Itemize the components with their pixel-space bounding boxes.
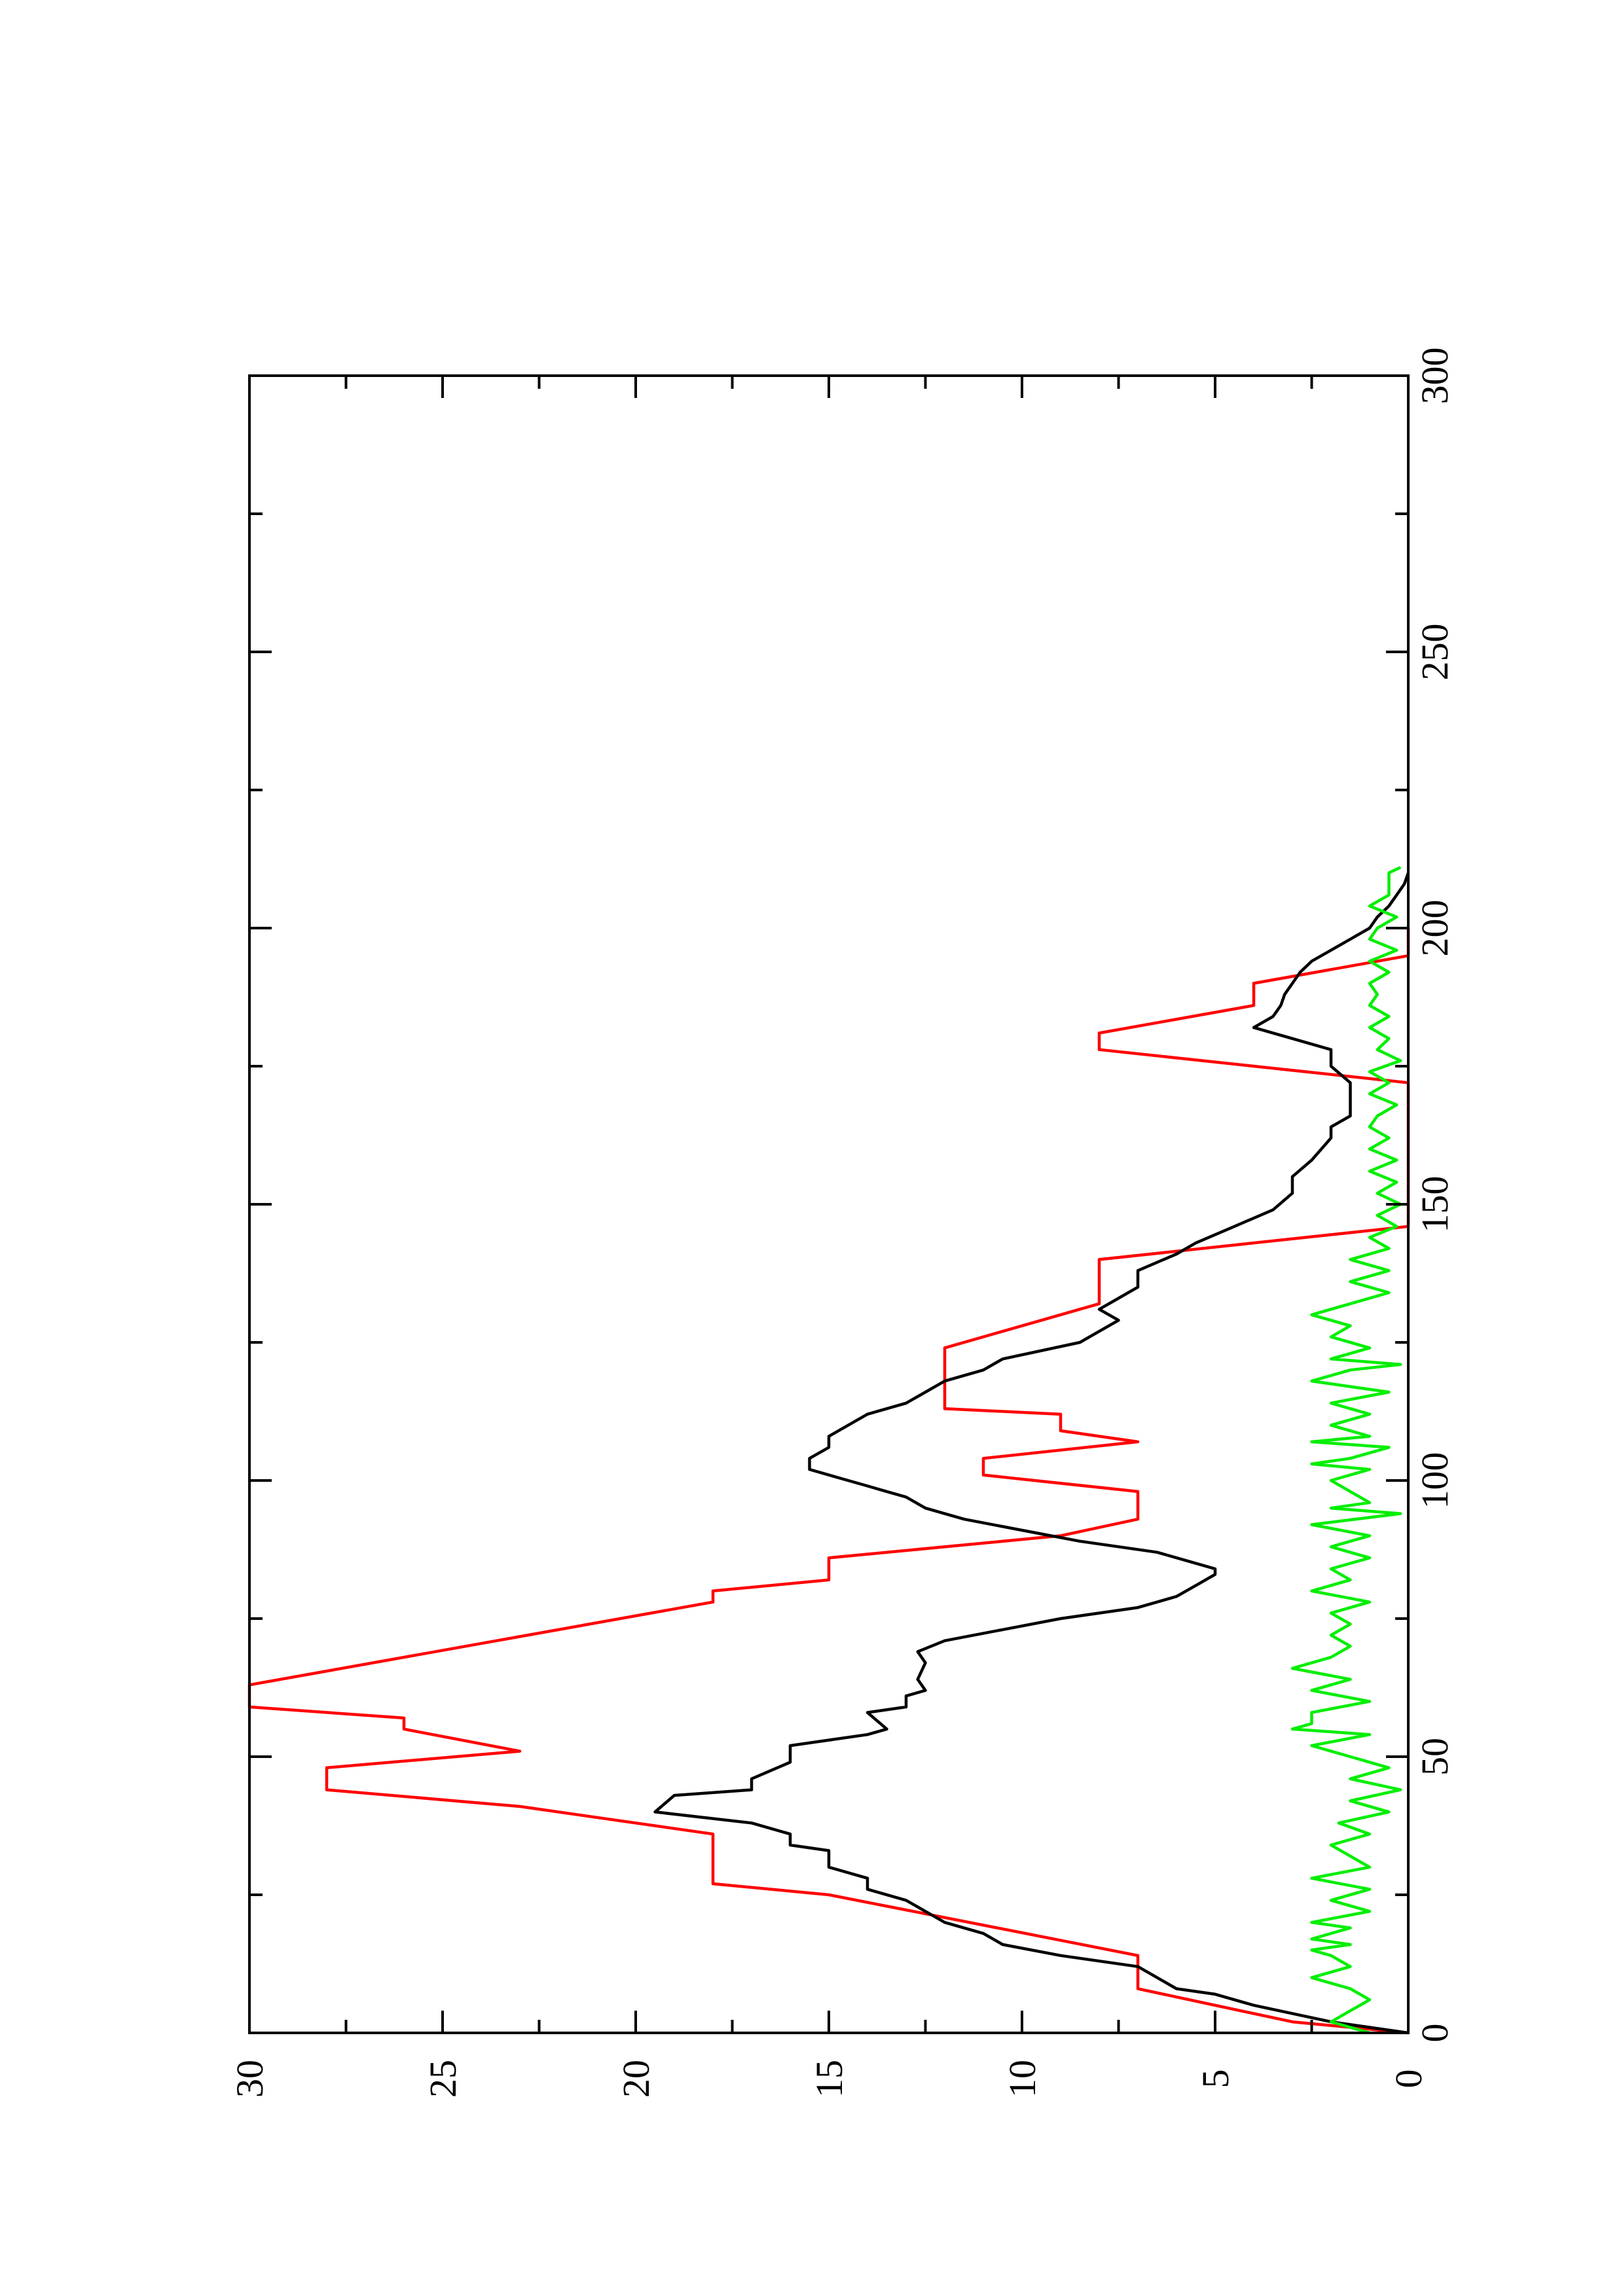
y-tick-label: 15 xyxy=(808,2060,850,2098)
axis-layer: 0 50 100 150 200 250 300 0 5 10 15 20 25 30 xyxy=(228,348,1456,2098)
x-tick-label: 200 xyxy=(1413,900,1456,957)
x-tick-label: 50 xyxy=(1413,1738,1456,1776)
x-tick-label: 150 xyxy=(1413,1176,1456,1233)
x-tick-label: 300 xyxy=(1413,348,1456,404)
series-line-3 xyxy=(1290,866,1402,2035)
x-tick-label: 100 xyxy=(1413,1452,1456,1509)
y-tick-label: 0 xyxy=(1387,2070,1430,2089)
y-tick-label: 10 xyxy=(1001,2060,1044,2098)
x-tick-label: 250 xyxy=(1413,624,1456,681)
y-tick-label: 30 xyxy=(228,2060,271,2098)
series-line-2 xyxy=(653,872,1410,2035)
x-tick-label: 0 xyxy=(1413,2024,1456,2043)
y-tick-label: 25 xyxy=(422,2060,464,2098)
y-tick-label: 5 xyxy=(1194,2070,1237,2089)
y-tick-label: 20 xyxy=(615,2060,657,2098)
